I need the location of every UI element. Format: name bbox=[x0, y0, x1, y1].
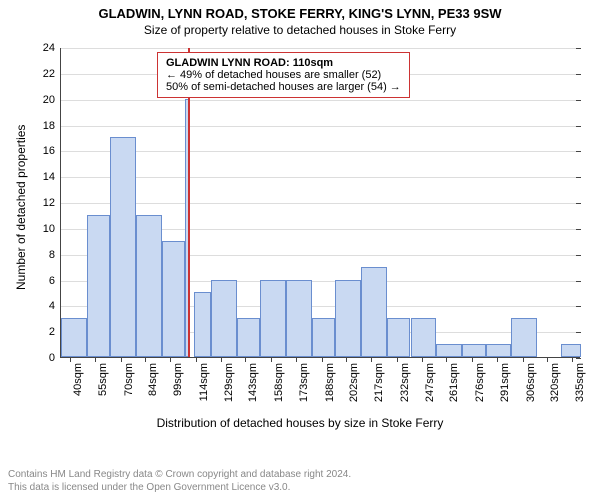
histogram-bar bbox=[162, 241, 186, 357]
footer-line1: Contains HM Land Registry data © Crown c… bbox=[8, 468, 351, 481]
x-tick-label: 232sqm bbox=[397, 363, 411, 402]
info-box: GLADWIN LYNN ROAD: 110sqm← 49% of detach… bbox=[157, 52, 410, 98]
histogram-bar bbox=[511, 318, 537, 357]
y-tick-label: 24 bbox=[43, 42, 61, 54]
histogram-bar bbox=[361, 267, 387, 357]
footer-attribution: Contains HM Land Registry data © Crown c… bbox=[8, 468, 351, 494]
gridline bbox=[61, 151, 580, 152]
y-tick-label: 14 bbox=[43, 171, 61, 183]
x-tick-label: 202sqm bbox=[346, 363, 360, 402]
y-tick-label: 10 bbox=[43, 223, 61, 235]
x-tick-label: 99sqm bbox=[170, 363, 184, 396]
histogram-bar bbox=[211, 280, 237, 358]
histogram-bar bbox=[335, 280, 361, 358]
y-tick-label: 16 bbox=[43, 145, 61, 157]
y-tick-label: 12 bbox=[43, 197, 61, 209]
y-tick-label: 4 bbox=[49, 300, 61, 312]
histogram-bar bbox=[312, 318, 336, 357]
x-tick-label: 247sqm bbox=[422, 363, 436, 402]
y-tick-label: 6 bbox=[49, 275, 61, 287]
x-tick-label: 114sqm bbox=[196, 363, 210, 401]
x-tick-label: 70sqm bbox=[121, 363, 135, 396]
histogram-bar bbox=[387, 318, 411, 357]
footer-line2: This data is licensed under the Open Gov… bbox=[8, 481, 351, 494]
info-box-larger: 50% of semi-detached houses are larger (… bbox=[166, 81, 401, 93]
histogram-bar bbox=[136, 215, 162, 357]
x-tick-label: 143sqm bbox=[245, 363, 259, 402]
gridline bbox=[61, 100, 580, 101]
plot-area: 02468101214161820222440sqm55sqm70sqm84sq… bbox=[60, 48, 580, 358]
chart-container: Number of detached properties 0246810121… bbox=[0, 0, 600, 500]
x-tick-label: 291sqm bbox=[497, 363, 511, 402]
gridline bbox=[61, 48, 580, 49]
gridline bbox=[61, 177, 580, 178]
histogram-bar bbox=[561, 344, 581, 357]
x-tick-label: 320sqm bbox=[547, 363, 561, 402]
x-tick-label: 188sqm bbox=[322, 363, 336, 402]
x-tick-label: 40sqm bbox=[70, 363, 84, 396]
x-tick-label: 129sqm bbox=[221, 363, 235, 402]
y-tick-label: 8 bbox=[49, 249, 61, 261]
info-box-title: GLADWIN LYNN ROAD: 110sqm bbox=[166, 57, 401, 69]
histogram-bar bbox=[110, 137, 136, 357]
y-tick-label: 22 bbox=[43, 68, 61, 80]
x-tick-label: 335sqm bbox=[572, 363, 586, 402]
histogram-bar bbox=[194, 292, 211, 357]
histogram-bar bbox=[61, 318, 87, 357]
x-axis-label: Distribution of detached houses by size … bbox=[0, 416, 600, 430]
histogram-bar bbox=[87, 215, 111, 357]
x-tick-label: 84sqm bbox=[145, 363, 159, 396]
info-box-smaller: ← 49% of detached houses are smaller (52… bbox=[166, 69, 401, 81]
histogram-bar bbox=[411, 318, 437, 357]
x-tick-label: 55sqm bbox=[95, 363, 109, 396]
y-tick-label: 2 bbox=[49, 326, 61, 338]
x-tick-label: 306sqm bbox=[523, 363, 537, 402]
x-tick-label: 261sqm bbox=[446, 363, 460, 402]
x-tick-label: 173sqm bbox=[296, 363, 310, 402]
y-tick-label: 0 bbox=[49, 352, 61, 364]
histogram-bar bbox=[237, 318, 261, 357]
histogram-bar bbox=[286, 280, 312, 358]
histogram-bar bbox=[436, 344, 462, 357]
x-tick-label: 158sqm bbox=[271, 363, 285, 402]
x-tick-label: 217sqm bbox=[371, 363, 385, 402]
gridline bbox=[61, 126, 580, 127]
histogram-bar bbox=[260, 280, 286, 358]
gridline bbox=[61, 203, 580, 204]
y-tick-label: 20 bbox=[43, 94, 61, 106]
y-axis-label: Number of detached properties bbox=[14, 124, 28, 289]
histogram-bar bbox=[486, 344, 512, 357]
y-tick-label: 18 bbox=[43, 120, 61, 132]
x-tick-label: 276sqm bbox=[472, 363, 486, 402]
histogram-bar bbox=[462, 344, 486, 357]
